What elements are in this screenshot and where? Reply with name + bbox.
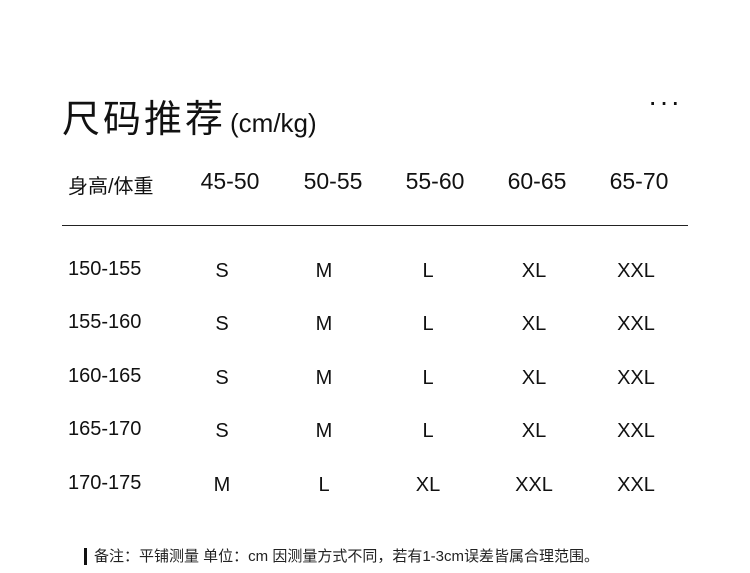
column-header: 45-50 — [200, 168, 260, 194]
size-cell: L — [422, 260, 434, 282]
table-row: 170-175 M L XL XXL XXL — [0, 472, 750, 502]
size-cell: L — [422, 420, 434, 442]
size-cell: XL — [521, 313, 547, 335]
ellipsis-icon[interactable]: ··· — [648, 86, 682, 117]
table-row: 150-155 S M L XL XXL — [0, 258, 750, 288]
size-cell: XL — [521, 260, 547, 282]
page-title: 尺码推荐 (cm/kg) — [62, 88, 317, 143]
size-cell: M — [213, 474, 231, 496]
height-label: 165-170 — [68, 418, 142, 440]
table-row: 165-170 S M L XL XXL — [0, 418, 750, 448]
divider — [62, 225, 688, 226]
size-cell: M — [315, 260, 333, 282]
table-header: 身高/体重 45-50 50-55 55-60 60-65 65-70 — [0, 168, 750, 198]
size-cell: S — [215, 313, 229, 335]
size-cell: XXL — [515, 474, 553, 496]
size-cell: M — [315, 367, 333, 389]
size-cell: S — [215, 367, 229, 389]
size-cell: S — [215, 260, 229, 282]
height-label: 155-160 — [68, 311, 142, 333]
size-cell: XL — [415, 474, 441, 496]
size-cell: XL — [521, 367, 547, 389]
table-row: 160-165 S M L XL XXL — [0, 365, 750, 395]
size-cell: XL — [521, 420, 547, 442]
unit-label: (cm/kg) — [230, 108, 317, 138]
size-cell: XXL — [617, 474, 655, 496]
corner-label: 身高/体重 — [68, 176, 154, 198]
size-cell: XXL — [617, 367, 655, 389]
size-cell: L — [422, 313, 434, 335]
size-cell: S — [215, 420, 229, 442]
table-row: 155-160 S M L XL XXL — [0, 311, 750, 341]
height-label: 160-165 — [68, 365, 142, 387]
height-label: 150-155 — [68, 258, 142, 280]
column-header: 60-65 — [507, 168, 567, 194]
size-cell: L — [422, 367, 434, 389]
size-cell: M — [315, 313, 333, 335]
footnote: 备注：平铺测量 单位：cm 因测量方式不同，若有1-3cm误差皆属合理范围。 — [84, 548, 599, 565]
size-cell: XXL — [617, 420, 655, 442]
column-header: 55-60 — [405, 168, 465, 194]
column-header: 65-70 — [609, 168, 669, 194]
size-cell: L — [318, 474, 330, 496]
size-cell: M — [315, 420, 333, 442]
size-cell: XXL — [617, 260, 655, 282]
height-label: 170-175 — [68, 472, 142, 494]
column-header: 50-55 — [303, 168, 363, 194]
title-text: 尺码推荐 — [62, 97, 227, 141]
size-cell: XXL — [617, 313, 655, 335]
